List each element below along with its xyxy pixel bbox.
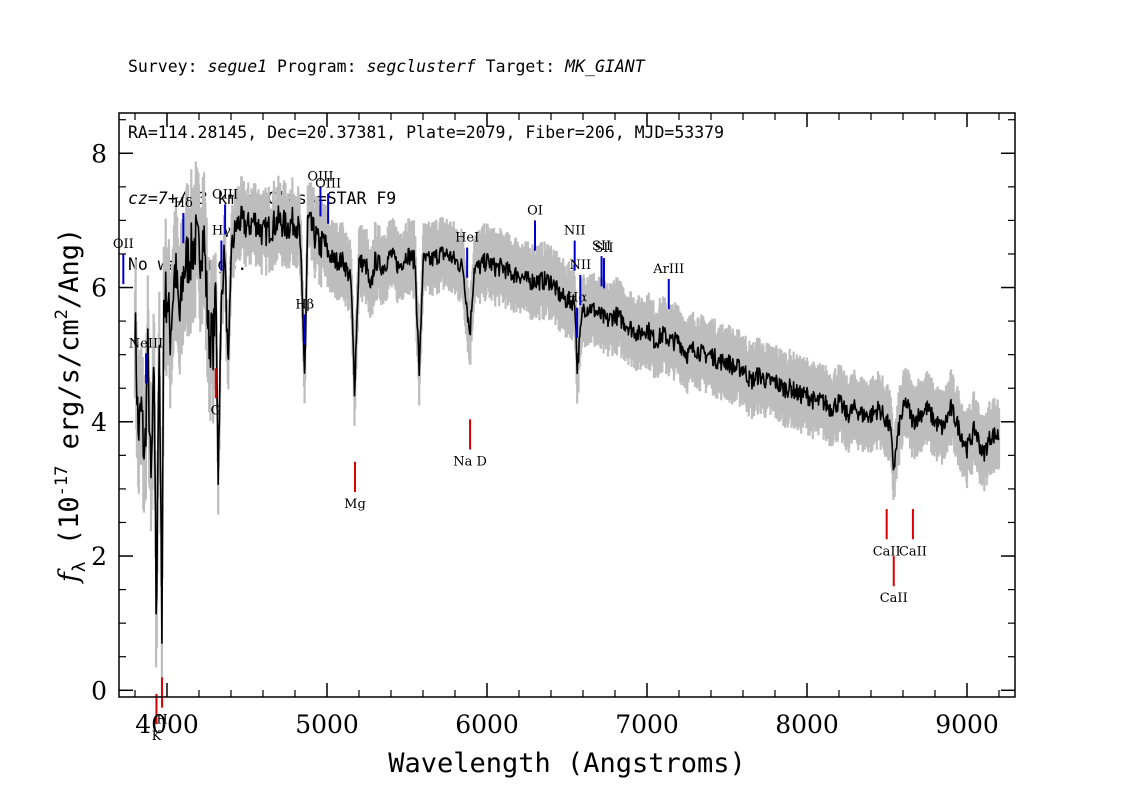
emission-label-3: Hγ bbox=[212, 224, 231, 239]
program-label: Program: bbox=[277, 57, 357, 76]
flux-line bbox=[134, 205, 1000, 644]
emission-label-13: SII bbox=[592, 239, 611, 254]
survey-label: Survey: bbox=[128, 57, 198, 76]
x-axis-title: Wavelength (Angstroms) bbox=[388, 748, 746, 779]
x-tick-label-2: 6000 bbox=[455, 710, 519, 739]
spectral-line-markers: OIINeIIIHδHγOIIIHβOIIIOIIIHeIOINIIHαNIIS… bbox=[113, 169, 927, 744]
noise-band bbox=[133, 161, 1001, 697]
plot-frame bbox=[118, 112, 1016, 698]
y-tick-label-2: 4 bbox=[91, 408, 107, 437]
x-tick-label-1: 5000 bbox=[295, 710, 359, 739]
emission-label-0: OII bbox=[113, 237, 134, 252]
emission-label-7: OIII bbox=[315, 177, 341, 192]
emission-label-1: NeIII bbox=[129, 336, 163, 351]
absorption-label-7: CaII bbox=[899, 544, 927, 559]
survey-value: segue1 bbox=[207, 57, 268, 76]
x-tick-label-4: 8000 bbox=[775, 710, 839, 739]
absorption-label-6: CaII bbox=[880, 591, 908, 606]
y-tick-label-0: 0 bbox=[91, 676, 107, 705]
axis-ticks: 4000 5000 6000 7000 8000 9000 0 2 4 6 8 bbox=[91, 113, 1015, 739]
emission-label-8: HeI bbox=[455, 231, 479, 246]
absorption-label-5: CaII bbox=[873, 544, 901, 559]
x-tick-label-5: 9000 bbox=[935, 710, 999, 739]
header-line-1: Survey: segue1 Program: segclusterf Targ… bbox=[128, 56, 724, 78]
y-axis-title-text: fλ (10-17 erg/s/cm2/Ang) bbox=[52, 228, 90, 584]
emission-label-10: NII bbox=[564, 224, 586, 239]
noise-band-path bbox=[133, 161, 1001, 697]
header-line-2: RA=114.28145, Dec=20.37381, Plate=2079, … bbox=[128, 123, 725, 142]
absorption-label-1: H bbox=[156, 713, 167, 728]
x-tick-label-0: 4000 bbox=[135, 710, 199, 739]
emission-label-15: ArIII bbox=[652, 262, 684, 277]
y-axis-title: fλ (10-17 erg/s/cm2/Ang) bbox=[52, 228, 90, 584]
program-value: segclusterf bbox=[366, 57, 476, 76]
y-tick-label-3: 6 bbox=[91, 274, 107, 303]
emission-label-9: OI bbox=[527, 203, 543, 218]
emission-label-14: SII bbox=[594, 241, 613, 256]
absorption-label-0: K bbox=[152, 729, 162, 744]
target-label: Target: bbox=[485, 57, 556, 76]
target-value: MK_GIANT bbox=[565, 57, 645, 76]
emission-label-4: OIII bbox=[212, 187, 238, 202]
emission-label-11: Hα bbox=[567, 291, 587, 306]
x-tick-label-3: 7000 bbox=[615, 710, 679, 739]
flux-series bbox=[134, 205, 1000, 644]
absorption-label-3: Mg bbox=[344, 497, 366, 512]
emission-label-12: NII bbox=[569, 258, 591, 273]
emission-label-2: Hδ bbox=[174, 196, 193, 211]
emission-label-5: Hβ bbox=[295, 297, 314, 312]
y-tick-label-4: 8 bbox=[91, 139, 107, 168]
emission-label-6: OIII bbox=[307, 169, 333, 184]
absorption-label-2: G bbox=[211, 403, 221, 418]
y-tick-label-1: 2 bbox=[91, 542, 107, 571]
absorption-label-4: Na D bbox=[453, 455, 487, 470]
